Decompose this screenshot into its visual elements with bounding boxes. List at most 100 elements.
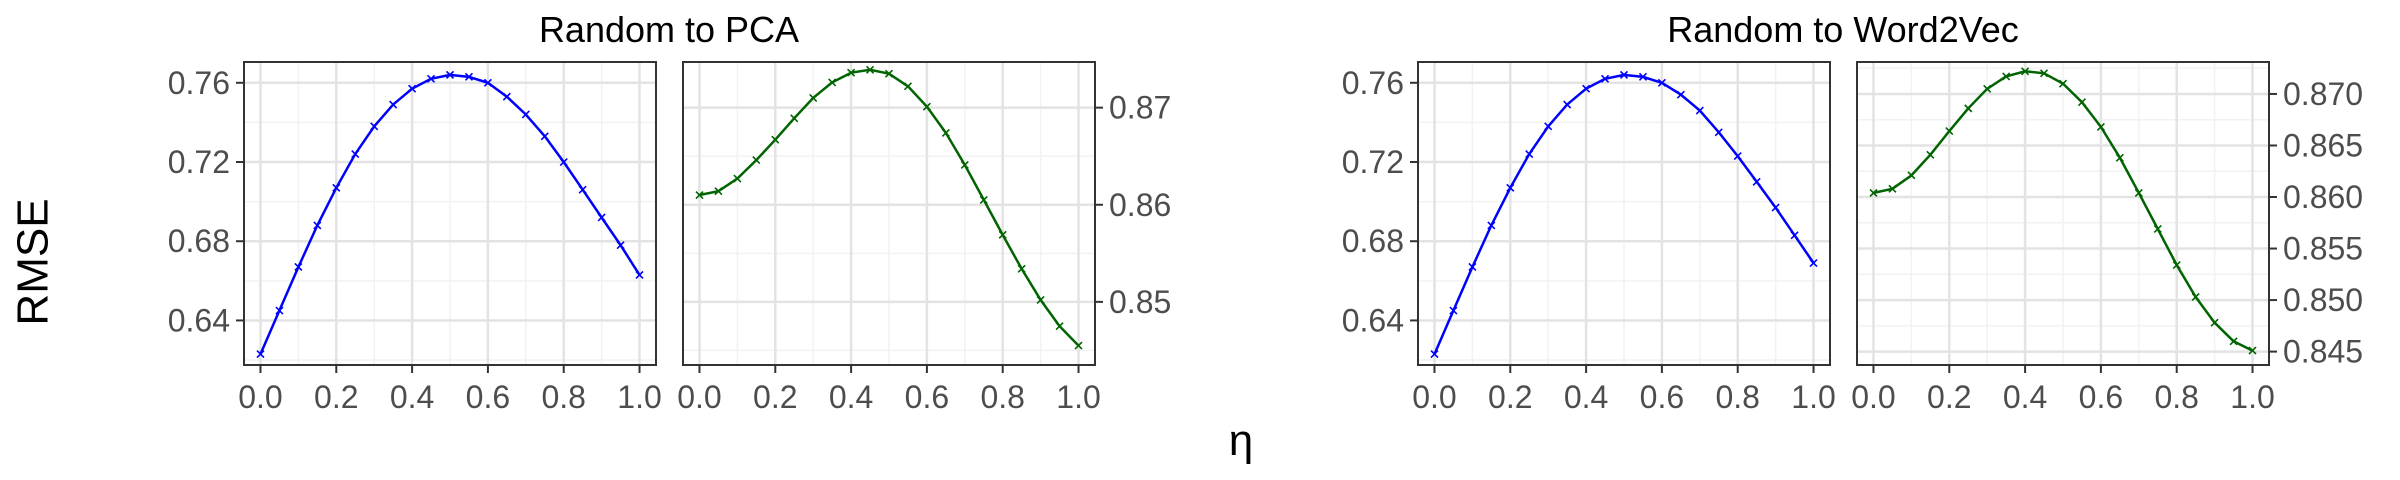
- data-point-marker: [884, 69, 894, 78]
- data-point-marker: [2039, 69, 2049, 78]
- x-tick-label: 0.0: [1412, 379, 1456, 415]
- y-tick-label: 0.860: [2283, 179, 2363, 215]
- x-tick-label: 0.6: [2079, 379, 2123, 415]
- data-point-marker: [903, 82, 913, 91]
- data-point-marker: [998, 230, 1007, 239]
- data-point-marker: [1983, 84, 1992, 93]
- data-point-marker: [1869, 188, 1878, 197]
- y-tick-label: 0.855: [2283, 231, 2363, 267]
- data-point-marker: [559, 157, 568, 167]
- data-point-marker: [1055, 322, 1064, 331]
- y-tick-label: 0.76: [1342, 65, 1404, 101]
- data-point-marker: [294, 262, 303, 272]
- data-point-marker: [1074, 341, 1083, 350]
- x-tick-label: 1.0: [1056, 379, 1100, 415]
- data-point-marker: [1525, 150, 1534, 159]
- x-tick-label: 1.0: [1791, 379, 1835, 415]
- data-point-marker: [1563, 100, 1572, 109]
- data-point-marker: [256, 350, 265, 359]
- y-tick-label: 0.870: [2283, 76, 2363, 112]
- y-tick-label: 0.86: [1109, 187, 1171, 223]
- data-point-marker: [616, 241, 625, 250]
- data-point-marker: [1676, 90, 1685, 99]
- x-tick-label: 0.6: [905, 379, 949, 415]
- data-point-marker: [332, 183, 341, 192]
- data-point-marker: [2134, 188, 2143, 197]
- y-tick-label: 0.64: [168, 302, 230, 338]
- data-point-marker: [714, 187, 723, 196]
- data-point-marker: [1714, 128, 1723, 137]
- data-point-marker: [1017, 264, 1026, 273]
- data-point-marker: [1487, 221, 1496, 230]
- panel-border: [1856, 61, 2270, 366]
- data-point-marker: [521, 110, 530, 119]
- data-point-marker: [1695, 106, 1704, 115]
- data-point-marker: [445, 70, 455, 79]
- data-point-marker: [847, 68, 856, 77]
- x-tick-label: 0.8: [541, 379, 585, 415]
- x-tick-label: 0.4: [1564, 379, 1608, 415]
- data-point-marker: [2077, 98, 2087, 107]
- data-point-marker: [1544, 122, 1553, 131]
- x-tick-label: 0.4: [829, 379, 873, 415]
- x-tick-label: 0.2: [1927, 379, 1971, 415]
- data-point-marker: [1752, 177, 1761, 186]
- data-point-marker: [1506, 183, 1515, 192]
- data-point-marker: [941, 128, 950, 137]
- data-point-marker: [313, 221, 322, 230]
- data-point-marker: [1809, 258, 1818, 268]
- chart-panel: 0.0 0.2 0.4 0.6 0.8 1.0 0.64 0.68 0.72 0.76: [168, 61, 662, 415]
- chart-panel: 0.0 0.2 0.4 0.6 0.8 1.00.845 0.850 0.855 0.860 0.…: [1851, 61, 2363, 415]
- data-point-marker: [1964, 104, 1973, 113]
- y-tick-label: 0.850: [2283, 282, 2363, 318]
- data-point-marker: [1449, 306, 1458, 315]
- data-point-marker: [2021, 67, 2030, 76]
- data-point-marker: [1638, 72, 1648, 81]
- x-axis-title: η: [1229, 416, 1253, 465]
- x-tick-label: 0.2: [314, 379, 358, 415]
- y-tick-label: 0.845: [2283, 334, 2363, 370]
- data-point-marker: [275, 306, 284, 315]
- data-point-marker: [1036, 295, 1045, 304]
- data-point-marker: [2172, 260, 2181, 270]
- data-point-marker: [790, 114, 799, 123]
- panel-border: [243, 61, 657, 366]
- data-point-marker: [809, 93, 818, 102]
- data-point-marker: [752, 156, 761, 165]
- chart-title: Random to PCA: [539, 9, 799, 50]
- data-point-marker: [389, 100, 398, 109]
- data-point-marker: [2002, 72, 2011, 81]
- data-point-marker: [2191, 292, 2200, 302]
- x-tick-label: 0.0: [238, 379, 282, 415]
- data-point-marker: [1771, 203, 1780, 212]
- panels: Random to PCA Random to Word2Vec 0.0 0.2 0.4…: [168, 9, 2363, 415]
- data-point-marker: [2229, 337, 2238, 346]
- data-point-marker: [370, 122, 379, 131]
- x-tick-label: 1.0: [617, 379, 661, 415]
- data-point-marker: [483, 78, 492, 87]
- data-point-marker: [865, 65, 875, 74]
- x-tick-label: 0.0: [677, 379, 721, 415]
- data-point-marker: [578, 185, 587, 194]
- x-tick-label: 0.6: [466, 379, 510, 415]
- x-tick-label: 0.8: [1715, 379, 1759, 415]
- data-point-marker: [828, 78, 837, 87]
- x-tick-label: 0.2: [753, 379, 797, 415]
- data-point-marker: [1907, 171, 1916, 180]
- data-point-marker: [2210, 318, 2219, 327]
- data-point-marker: [408, 84, 417, 93]
- data-point-marker: [733, 174, 742, 183]
- data-point-marker: [1619, 70, 1629, 79]
- data-point-marker: [2115, 153, 2124, 162]
- y-tick-label: 0.72: [1342, 144, 1404, 180]
- y-tick-label: 0.85: [1109, 284, 1171, 320]
- x-tick-label: 0.6: [1640, 379, 1684, 415]
- data-point-marker: [597, 213, 606, 222]
- chart-panel: 0.0 0.2 0.4 0.6 0.8 1.0 0.85 0.86 0.87: [677, 61, 1171, 415]
- chart-title: Random to Word2Vec: [1667, 9, 2019, 50]
- data-point-marker: [1582, 84, 1591, 93]
- data-point-marker: [1945, 126, 1954, 136]
- data-point-marker: [351, 150, 360, 159]
- data-point-marker: [426, 74, 436, 83]
- y-tick-label: 0.76: [168, 65, 230, 101]
